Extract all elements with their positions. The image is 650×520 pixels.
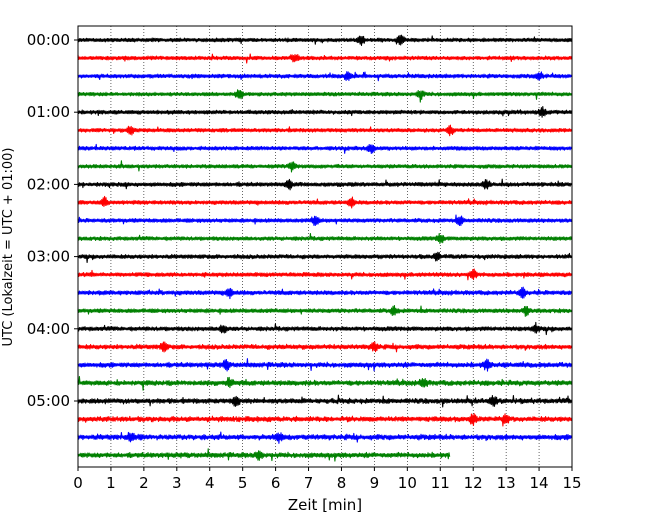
x-tick-label: 0 bbox=[73, 474, 83, 492]
x-tick-label: 10 bbox=[398, 474, 417, 492]
y-tick-label: 03:00 bbox=[27, 248, 70, 266]
x-tick-label: 1 bbox=[106, 474, 116, 492]
y-tick-label: 04:00 bbox=[27, 320, 70, 338]
x-tick-label: 9 bbox=[370, 474, 380, 492]
trace-line bbox=[77, 321, 573, 336]
y-tick-label: 01:00 bbox=[27, 103, 70, 121]
x-tick-label: 2 bbox=[139, 474, 149, 492]
y-tick-label: 05:00 bbox=[27, 392, 70, 410]
x-tick-label: 14 bbox=[530, 474, 549, 492]
x-tick-label: 5 bbox=[238, 474, 248, 492]
x-tick-label: 7 bbox=[304, 474, 314, 492]
x-tick-label: 15 bbox=[562, 474, 581, 492]
trace-line bbox=[77, 34, 573, 47]
trace-line bbox=[77, 305, 573, 317]
trace-line bbox=[77, 375, 573, 391]
trace-line bbox=[77, 71, 573, 82]
y-axis: 00:00 01:00 02:00 03:00 04:00 05:00 bbox=[27, 31, 78, 410]
trace-line bbox=[77, 53, 573, 64]
trace-line bbox=[77, 143, 573, 155]
y-axis-label: UTC (Lokalzeit = UTC + 01:00) bbox=[1, 148, 16, 347]
y-tick-label: 02:00 bbox=[27, 175, 70, 193]
x-tick-label: 11 bbox=[431, 474, 450, 492]
x-tick-label: 8 bbox=[337, 474, 347, 492]
trace-line bbox=[77, 178, 573, 191]
trace-line bbox=[77, 105, 573, 118]
trace-line bbox=[77, 160, 573, 173]
x-axis-label: Zeit [min] bbox=[288, 496, 362, 514]
trace-line bbox=[77, 195, 573, 209]
trace-line bbox=[77, 448, 451, 462]
trace-line bbox=[77, 251, 573, 263]
x-tick-label: 12 bbox=[464, 474, 483, 492]
trace-line bbox=[77, 413, 573, 427]
trace-line bbox=[77, 233, 573, 245]
trace-line bbox=[77, 341, 573, 353]
y-tick-label: 00:00 bbox=[27, 31, 70, 49]
trace-line bbox=[77, 214, 573, 227]
trace-line bbox=[77, 124, 573, 137]
trace-line bbox=[77, 394, 573, 408]
trace-group bbox=[77, 34, 573, 462]
trace-line bbox=[77, 89, 573, 103]
x-tick-label: 3 bbox=[172, 474, 182, 492]
trace-line bbox=[77, 358, 573, 372]
trace-line bbox=[77, 286, 573, 300]
plot-frame bbox=[77, 25, 573, 468]
x-tick-label: 4 bbox=[205, 474, 215, 492]
x-tick-label: 13 bbox=[497, 474, 516, 492]
trace-line bbox=[77, 268, 573, 281]
x-axis: 0 1 2 3 4 5 6 7 8 9 10 11 12 13 14 15 bbox=[73, 467, 582, 492]
trace-line bbox=[77, 431, 573, 444]
x-tick-label: 6 bbox=[271, 474, 281, 492]
